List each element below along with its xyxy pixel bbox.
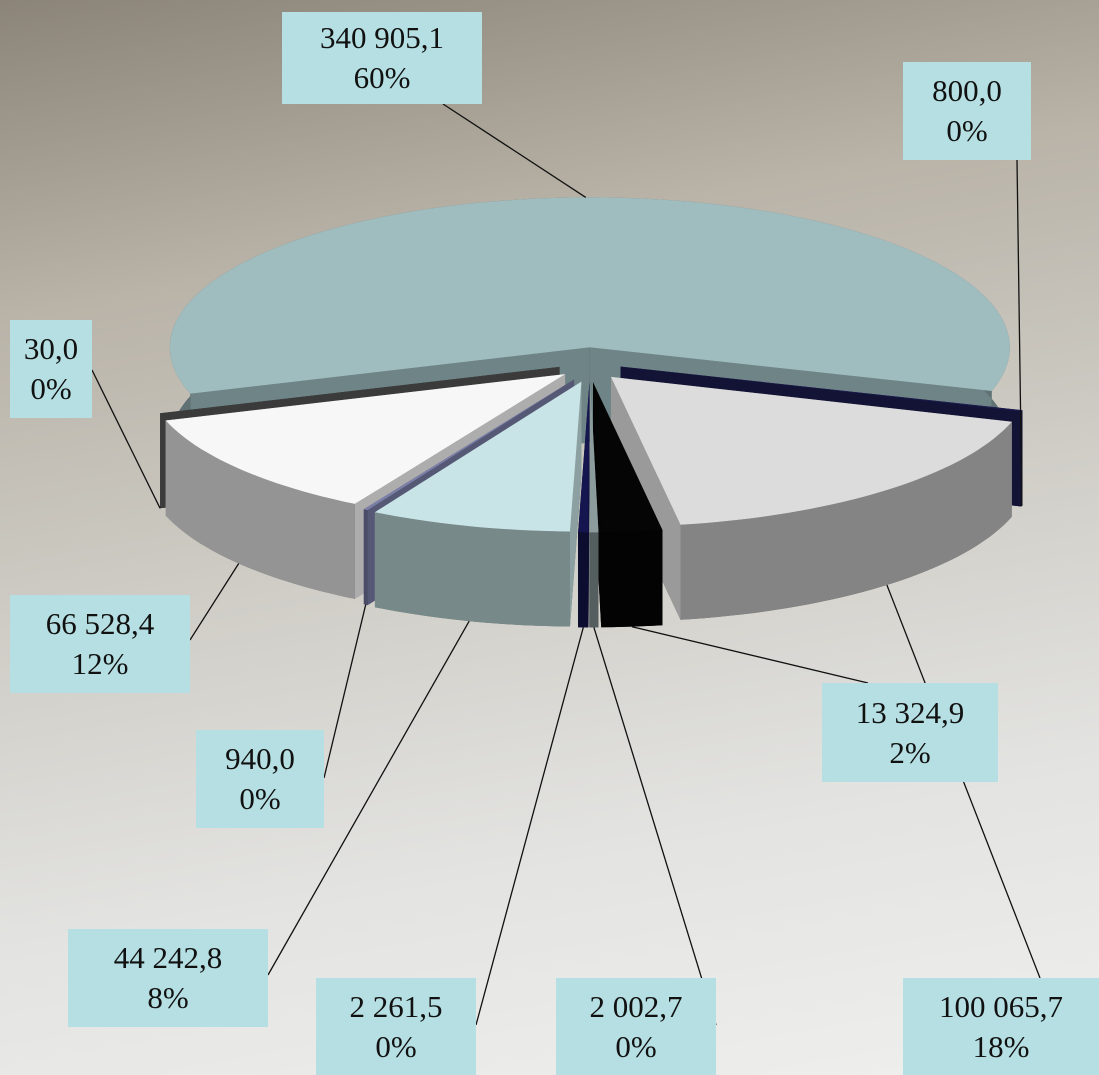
value-label: 2 002,7 <box>589 988 683 1024</box>
slice <box>374 381 582 627</box>
data-label: 2 261,5 0% <box>316 978 476 1075</box>
percent-label: 0% <box>239 781 281 816</box>
value-label: 2 261,5 <box>349 988 443 1024</box>
slice-top <box>165 374 566 504</box>
percent-label: 0% <box>30 371 72 406</box>
slice-top <box>363 379 575 511</box>
percent-label: 0% <box>375 1028 417 1064</box>
slice-side <box>593 382 602 628</box>
data-label: 66 528,4 12% <box>10 595 190 693</box>
data-label: 2 002,7 0% <box>556 978 716 1075</box>
slice <box>593 382 663 628</box>
slice <box>589 382 599 628</box>
slice-top <box>593 382 663 533</box>
leader-line <box>267 620 470 976</box>
slice-top <box>160 366 560 414</box>
percent-label: 0% <box>615 1028 657 1064</box>
leader-line <box>91 369 161 509</box>
leader-line <box>189 563 240 641</box>
slice <box>578 382 590 628</box>
data-label: 940,0 0% <box>196 730 324 828</box>
percent-label: 18% <box>972 1028 1030 1064</box>
slice-wall <box>374 512 570 627</box>
percent-label: 0% <box>946 113 988 148</box>
percent-label: 12% <box>71 646 129 681</box>
data-label: 13 324,9 2% <box>822 683 998 782</box>
leader-line <box>323 604 367 779</box>
percent-label: 8% <box>147 980 189 1015</box>
leader-line <box>442 103 587 198</box>
slice-top <box>578 382 590 533</box>
data-label: 44 242,8 8% <box>68 929 268 1027</box>
data-label: 800,0 0% <box>903 62 1031 160</box>
value-label: 44 242,8 <box>113 940 223 975</box>
leader-line <box>1016 159 1023 506</box>
slice-wall <box>601 530 663 628</box>
slice-top <box>169 197 1010 394</box>
value-label: 340 905,1 <box>320 20 444 55</box>
slice-wall <box>363 509 368 606</box>
data-label: 340 905,1 60% <box>282 12 482 104</box>
slice-wall <box>589 532 599 628</box>
percent-label: 2% <box>889 734 931 770</box>
slice-top <box>589 382 599 533</box>
leader-line <box>593 627 717 1026</box>
leader-line <box>475 627 584 1026</box>
value-label: 100 065,7 <box>939 988 1063 1024</box>
value-label: 13 324,9 <box>855 694 965 730</box>
value-label: 66 528,4 <box>45 606 155 641</box>
slice-wall <box>680 421 1012 620</box>
value-label: 800,0 <box>932 73 1002 108</box>
slice-wall <box>578 532 589 628</box>
data-label: 100 065,7 18% <box>903 978 1099 1075</box>
value-label: 940,0 <box>225 741 295 776</box>
leader-line <box>631 626 869 684</box>
slice-top <box>620 366 1023 412</box>
slice-wall <box>165 420 355 599</box>
data-label: 30,0 0% <box>10 320 92 418</box>
slice-top <box>611 376 1012 525</box>
value-label: 30,0 <box>23 331 79 366</box>
slice-top <box>374 381 582 532</box>
percent-label: 60% <box>353 60 411 95</box>
